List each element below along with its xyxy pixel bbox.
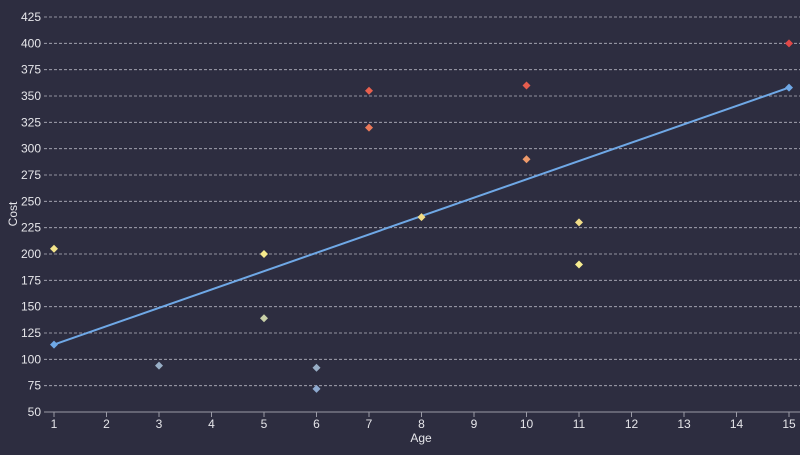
x-tick-label: 6 xyxy=(313,417,320,431)
data-point xyxy=(50,244,58,253)
data-point xyxy=(365,86,373,95)
x-tick-label: 13 xyxy=(677,417,691,431)
y-tick-label: 75 xyxy=(28,379,42,393)
x-tick-label: 10 xyxy=(520,417,534,431)
x-axis-label: Age xyxy=(410,431,432,445)
y-tick-label: 125 xyxy=(21,326,41,340)
data-points xyxy=(50,39,793,393)
y-tick-label: 300 xyxy=(21,142,41,156)
x-tick-label: 9 xyxy=(471,417,478,431)
y-tick-label: 250 xyxy=(21,194,41,208)
data-point xyxy=(522,81,531,90)
y-tick-label: 350 xyxy=(21,89,41,103)
data-point xyxy=(312,363,321,372)
x-tick-label: 7 xyxy=(366,417,373,431)
y-tick-label: 200 xyxy=(21,247,41,261)
y-axis-ticks: 50 75 100 125 150 175 200 225 250 275 300 325 350 375… xyxy=(21,10,41,419)
data-point xyxy=(575,260,583,269)
x-tick-label: 15 xyxy=(782,417,796,431)
data-point xyxy=(365,123,373,132)
y-tick-label: 275 xyxy=(21,168,41,182)
x-tick-label: 1 xyxy=(51,417,58,431)
data-point xyxy=(155,361,163,370)
x-tick-label: 2 xyxy=(103,417,110,431)
x-tick-label: 14 xyxy=(730,417,744,431)
x-axis-ticks: 1 2 3 4 5 6 7 8 9 10 11 12 13 14 15 xyxy=(51,412,796,431)
y-tick-label: 225 xyxy=(21,221,41,235)
x-tick-label: 11 xyxy=(573,417,586,431)
y-axis-label: Cost xyxy=(6,201,20,226)
data-point xyxy=(312,384,321,393)
y-tick-label: 50 xyxy=(28,405,42,419)
data-point xyxy=(260,314,268,323)
data-point xyxy=(417,213,426,222)
gridlines xyxy=(44,16,800,387)
y-tick-label: 325 xyxy=(21,115,41,129)
y-tick-label: 400 xyxy=(21,36,41,50)
y-tick-label: 375 xyxy=(21,63,41,77)
x-tick-label: 5 xyxy=(261,417,268,431)
y-tick-label: 175 xyxy=(21,273,41,287)
y-tick-label: 100 xyxy=(21,352,41,366)
data-point xyxy=(260,250,268,258)
trendline-endpoint-marker xyxy=(50,340,58,349)
x-tick-label: 3 xyxy=(156,417,163,431)
trendline-endpoint-marker xyxy=(785,83,793,92)
data-point xyxy=(785,39,793,48)
data-point xyxy=(575,218,583,227)
x-tick-label: 4 xyxy=(208,417,215,431)
y-tick-label: 425 xyxy=(21,10,41,24)
x-tick-label: 8 xyxy=(418,417,425,431)
x-tick-label: 12 xyxy=(625,417,639,431)
data-point xyxy=(522,155,531,164)
y-tick-label: 150 xyxy=(21,300,41,314)
